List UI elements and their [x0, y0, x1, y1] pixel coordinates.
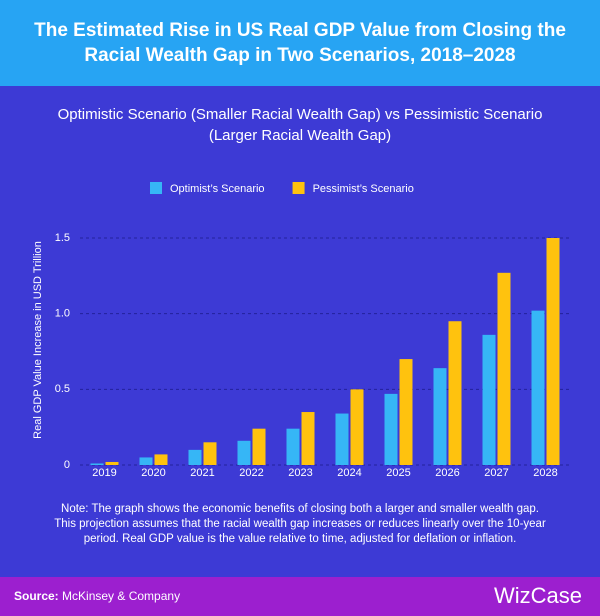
- x-tick-label: 2025: [386, 467, 410, 479]
- chart-subtitle: Optimistic Scenario (Smaller Racial Weal…: [57, 106, 543, 144]
- note: Note: The graph shows the economic benef…: [54, 503, 546, 545]
- y-tick-label: 0.5: [55, 383, 70, 395]
- bar: [335, 413, 349, 465]
- x-tick-label: 2027: [484, 467, 508, 479]
- footer: Source: McKinsey & Company WizCase: [0, 577, 600, 616]
- x-tick-label: 2022: [239, 467, 263, 479]
- x-tick-label: 2024: [337, 467, 361, 479]
- bar: [154, 454, 168, 465]
- legend-swatch: [150, 182, 162, 194]
- bar: [286, 428, 300, 465]
- x-tick-label: 2021: [190, 467, 214, 479]
- y-tick-label: 1.0: [55, 308, 70, 320]
- bar: [203, 442, 217, 465]
- bar: [546, 238, 560, 465]
- chart-title: The Estimated Rise in US Real GDP Value …: [34, 20, 566, 66]
- bar: [531, 310, 545, 465]
- y-axis-label: Real GDP Value Increase in USD Trillion: [32, 241, 44, 439]
- header: The Estimated Rise in US Real GDP Value …: [0, 0, 600, 86]
- source: Source: McKinsey & Company: [14, 589, 180, 603]
- x-tick-label: 2026: [435, 467, 459, 479]
- bar: [188, 449, 202, 465]
- x-tick-label: 2028: [533, 467, 557, 479]
- source-text: McKinsey & Company: [62, 589, 181, 603]
- bar: [384, 393, 398, 465]
- x-tick-label: 2020: [141, 467, 165, 479]
- source-label: Source:: [14, 589, 59, 603]
- legend-label: Pessimist’s Scenario: [313, 183, 414, 195]
- bar: [399, 359, 413, 465]
- bar: [497, 272, 511, 465]
- y-tick-label: 1.5: [55, 232, 70, 244]
- bar: [482, 334, 496, 465]
- legend-label: Optimist’s Scenario: [170, 183, 265, 195]
- bar: [448, 321, 462, 465]
- y-tick-label: 0: [64, 459, 70, 471]
- bar: [433, 368, 447, 465]
- x-tick-label: 2023: [288, 467, 312, 479]
- bar: [301, 412, 315, 465]
- bar: [105, 461, 119, 465]
- bar: [350, 389, 364, 465]
- legend-swatch: [292, 182, 305, 194]
- bar: [237, 440, 251, 465]
- bar: [90, 463, 104, 465]
- x-tick-label: 2019: [92, 467, 116, 479]
- bar: [252, 428, 266, 465]
- bar: [139, 457, 153, 465]
- logo: WizCase: [493, 583, 582, 608]
